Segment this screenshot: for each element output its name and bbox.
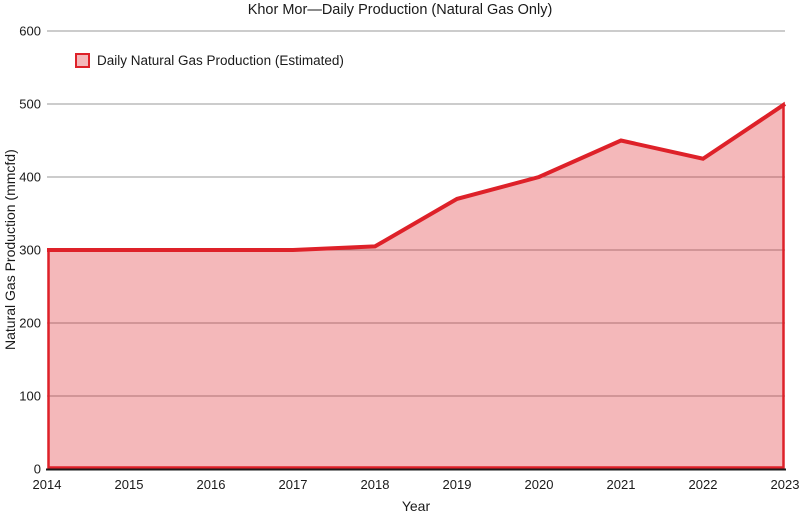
- x-tick-label-2016: 2016: [197, 477, 226, 492]
- y-tick-label-200: 200: [19, 316, 41, 331]
- series-line: [47, 102, 787, 252]
- area-series-fill: [47, 101, 785, 469]
- x-tick-label-2023: 2023: [771, 477, 800, 492]
- legend: Daily Natural Gas Production (Estimated): [75, 53, 344, 68]
- chart-title: Khor Mor—Daily Production (Natural Gas O…: [247, 2, 553, 18]
- x-tick-label-2022: 2022: [689, 477, 718, 492]
- x-tick-label-2018: 2018: [361, 477, 390, 492]
- y-tick-label-400: 400: [19, 170, 41, 185]
- x-axis-title: Year: [401, 498, 431, 514]
- y-tick-label-100: 100: [19, 389, 41, 404]
- y-tick-label-300: 300: [19, 243, 41, 258]
- x-tick-label-2021: 2021: [607, 477, 636, 492]
- y-axis-title: Natural Gas Production (mmcfd): [2, 149, 18, 351]
- y-tick-label-600: 600: [19, 24, 41, 39]
- legend-swatch: [75, 53, 90, 68]
- x-tick-label-2015: 2015: [115, 477, 144, 492]
- x-tick-label-2019: 2019: [443, 477, 472, 492]
- x-tick-label-2020: 2020: [525, 477, 554, 492]
- x-tick-label-2017: 2017: [279, 477, 308, 492]
- y-tick-label-500: 500: [19, 97, 41, 112]
- y-tick-label-0: 0: [34, 462, 41, 477]
- legend-label: Daily Natural Gas Production (Estimated): [97, 53, 344, 68]
- x-tick-label-2014: 2014: [33, 477, 62, 492]
